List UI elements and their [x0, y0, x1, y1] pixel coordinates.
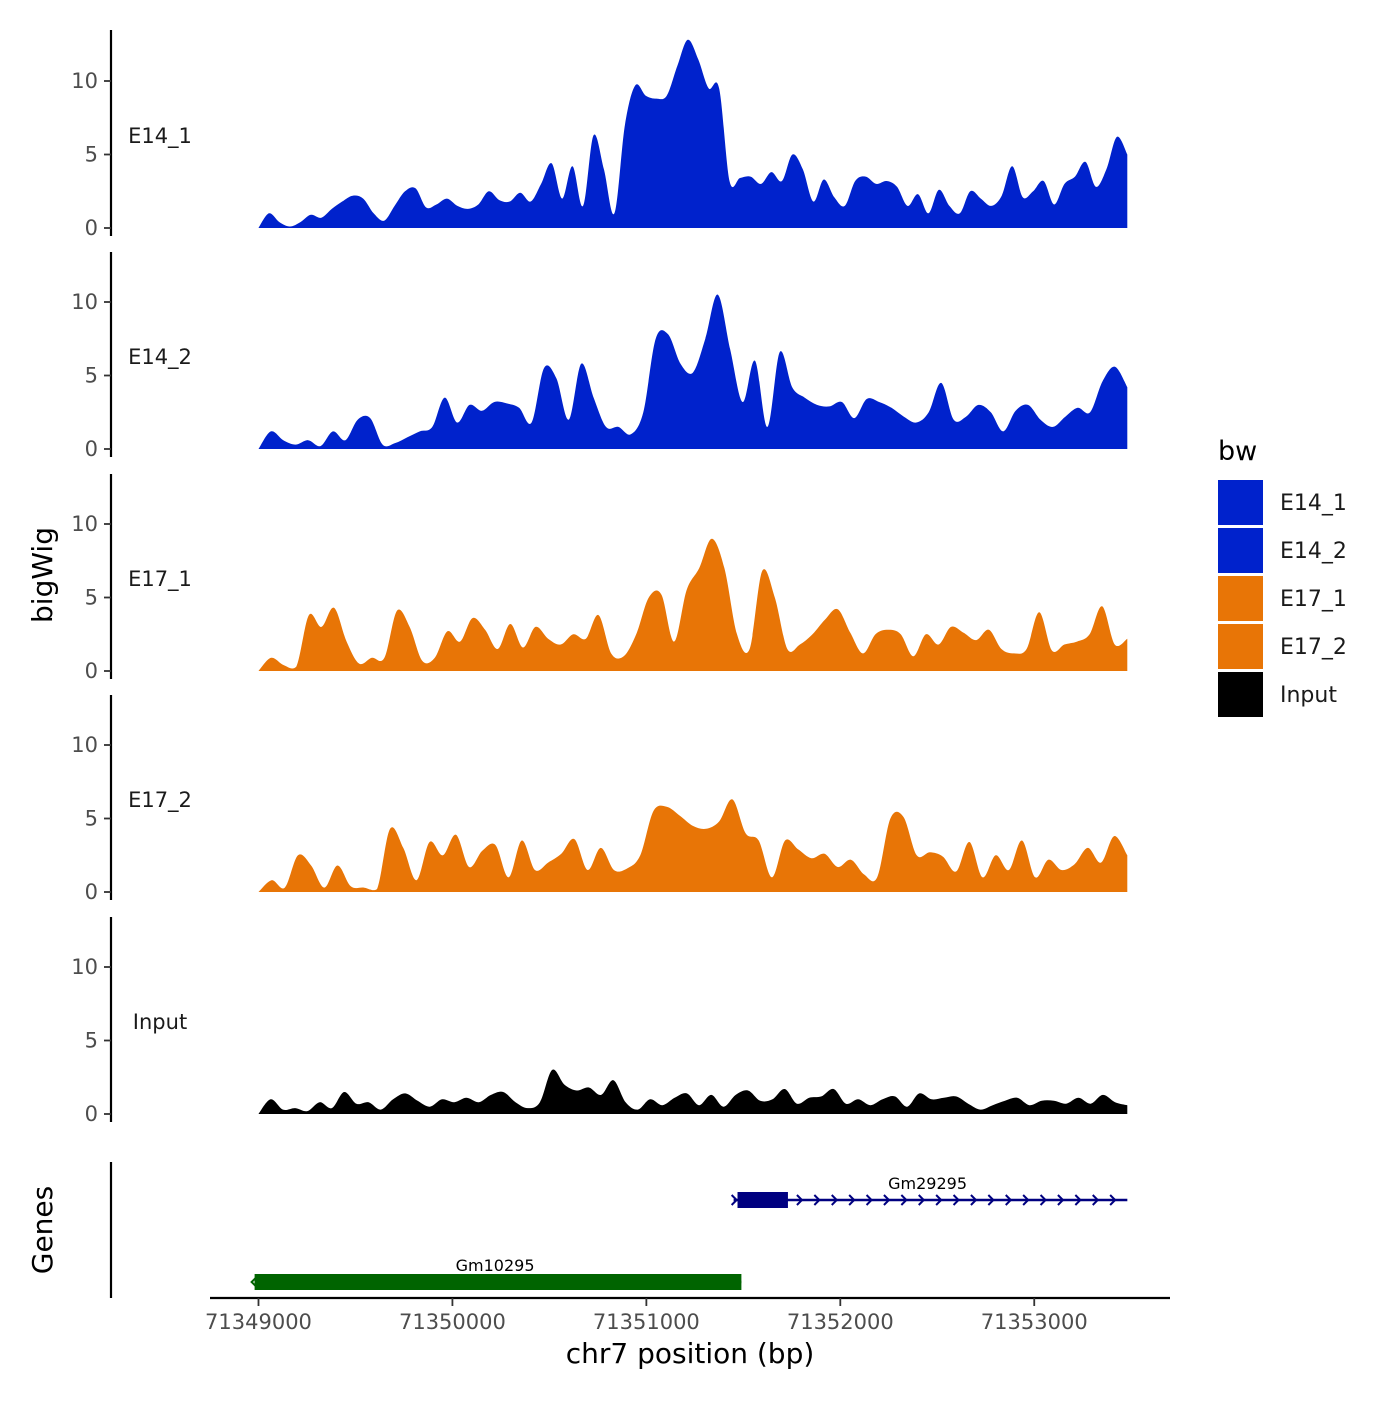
- y-tick-label: 0: [85, 216, 98, 240]
- strand-arrow: [1092, 1194, 1100, 1206]
- legend-title: bw: [1218, 436, 1257, 467]
- coverage-area-E17_1: [258, 538, 1128, 671]
- track-E14_2: 0 5 10 E14_2: [71, 252, 1128, 461]
- coverage-area-E17_2: [258, 799, 1128, 892]
- legend-swatch-E14_2: [1218, 528, 1263, 573]
- y-tick-label: 10: [71, 69, 98, 93]
- track-E17_1: 0 5 10 E17_1: [71, 474, 1128, 683]
- strand-arrow: [831, 1194, 839, 1206]
- y-tick-label: 10: [71, 512, 98, 536]
- strand-arrow: [1109, 1194, 1117, 1206]
- x-tick-label: 71350000: [399, 1310, 506, 1334]
- legend-label-E17_2: E17_2: [1280, 635, 1347, 660]
- y-tick-label: 10: [71, 955, 98, 979]
- track-E17_2: 0 5 10 E17_2: [71, 695, 1128, 904]
- y-tick-label: 5: [85, 364, 98, 388]
- y-tick-label: 0: [85, 880, 98, 904]
- gene-Gm29295: Gm29295: [730, 1174, 1128, 1208]
- genes-axis-title: Genes: [26, 1186, 59, 1274]
- track-label: E14_2: [128, 345, 192, 370]
- gene-label: Gm29295: [888, 1174, 967, 1193]
- strand-arrow: [1057, 1194, 1065, 1206]
- legend-label-E14_1: E14_1: [1280, 491, 1347, 516]
- genes-panel: Gm29295 Gm10295 Genes: [26, 1162, 1128, 1298]
- strand-arrow: [730, 1194, 739, 1206]
- y-tick-label: 0: [85, 437, 98, 461]
- legend-label-E14_2: E14_2: [1280, 539, 1347, 564]
- y-tick-label: 5: [85, 1029, 98, 1053]
- strand-arrow: [796, 1194, 804, 1206]
- y-tick-label: 5: [85, 143, 98, 167]
- strand-arrow: [1022, 1194, 1030, 1206]
- legend-swatch-E17_2: [1218, 624, 1263, 669]
- track-Input: 0 5 10 Input: [71, 917, 1128, 1126]
- gene-exon-block: [737, 1192, 788, 1208]
- strand-arrow: [1074, 1194, 1082, 1206]
- y-tick-label: 5: [85, 586, 98, 610]
- x-tick-label: 71352000: [787, 1310, 894, 1334]
- legend-swatch-E17_1: [1218, 576, 1263, 621]
- legend-swatch-E14_1: [1218, 480, 1263, 525]
- x-axis-title: chr7 position (bp): [566, 1337, 815, 1370]
- track-E14_1: 0 5 10 E14_1: [71, 30, 1128, 240]
- track-label: E17_2: [128, 788, 192, 813]
- y-tick-label: 0: [85, 659, 98, 683]
- y-tick-label: 0: [85, 1102, 98, 1126]
- coverage-area-E14_1: [258, 39, 1128, 229]
- strand-arrow: [883, 1194, 891, 1206]
- legend-swatch-Input: [1218, 672, 1263, 717]
- strand-arrow: [987, 1194, 995, 1206]
- y-tick-label: 10: [71, 733, 98, 757]
- strand-arrow: [813, 1194, 821, 1206]
- x-ticks: 71349000 71350000 71351000 71352000 71353000: [205, 1298, 1088, 1334]
- strand-arrow: [250, 1276, 258, 1288]
- strand-arrow: [970, 1194, 978, 1206]
- gene-exon-block: [254, 1274, 742, 1290]
- x-tick-label: 71351000: [593, 1310, 700, 1334]
- strand-arrow: [848, 1194, 856, 1206]
- track-label: E14_1: [128, 124, 192, 149]
- strand-arrow: [935, 1194, 943, 1206]
- coverage-tracks: 0 5 10 E14_1 0 5 10 E14_2 0 5 10 E17_1 0 5 10 E17_2 0 5 10…: [71, 30, 1128, 1126]
- gene-shapes: Gm29295 Gm10295: [250, 1174, 1128, 1290]
- coverage-area-E14_2: [258, 294, 1128, 449]
- y-axis-title: bigWig: [26, 527, 59, 623]
- strand-arrow: [1039, 1194, 1047, 1206]
- strand-arrow: [918, 1194, 926, 1206]
- strand-arrow: [865, 1194, 873, 1206]
- strand-arrow: [952, 1194, 960, 1206]
- strand-arrow: [900, 1194, 908, 1206]
- strand-arrow: [1005, 1194, 1013, 1206]
- track-label: E17_1: [128, 567, 192, 592]
- track-label: Input: [133, 1010, 187, 1034]
- coverage-area-Input: [258, 1069, 1128, 1114]
- legend: bw E14_1 E14_2 E17_1 E17_2 Input: [1218, 436, 1347, 717]
- gene-Gm10295: Gm10295: [250, 1256, 742, 1290]
- y-tick-label: 10: [71, 290, 98, 314]
- gene-label: Gm10295: [456, 1256, 535, 1275]
- legend-items: E14_1 E14_2 E17_1 E17_2 Input: [1218, 480, 1347, 717]
- y-tick-label: 5: [85, 807, 98, 831]
- x-tick-label: 71349000: [205, 1310, 312, 1334]
- x-axis: 71349000 71350000 71351000 71352000 71353000…: [205, 1296, 1170, 1370]
- legend-label-Input: Input: [1280, 683, 1337, 708]
- legend-label-E17_1: E17_1: [1280, 587, 1347, 612]
- x-tick-label: 71353000: [981, 1310, 1088, 1334]
